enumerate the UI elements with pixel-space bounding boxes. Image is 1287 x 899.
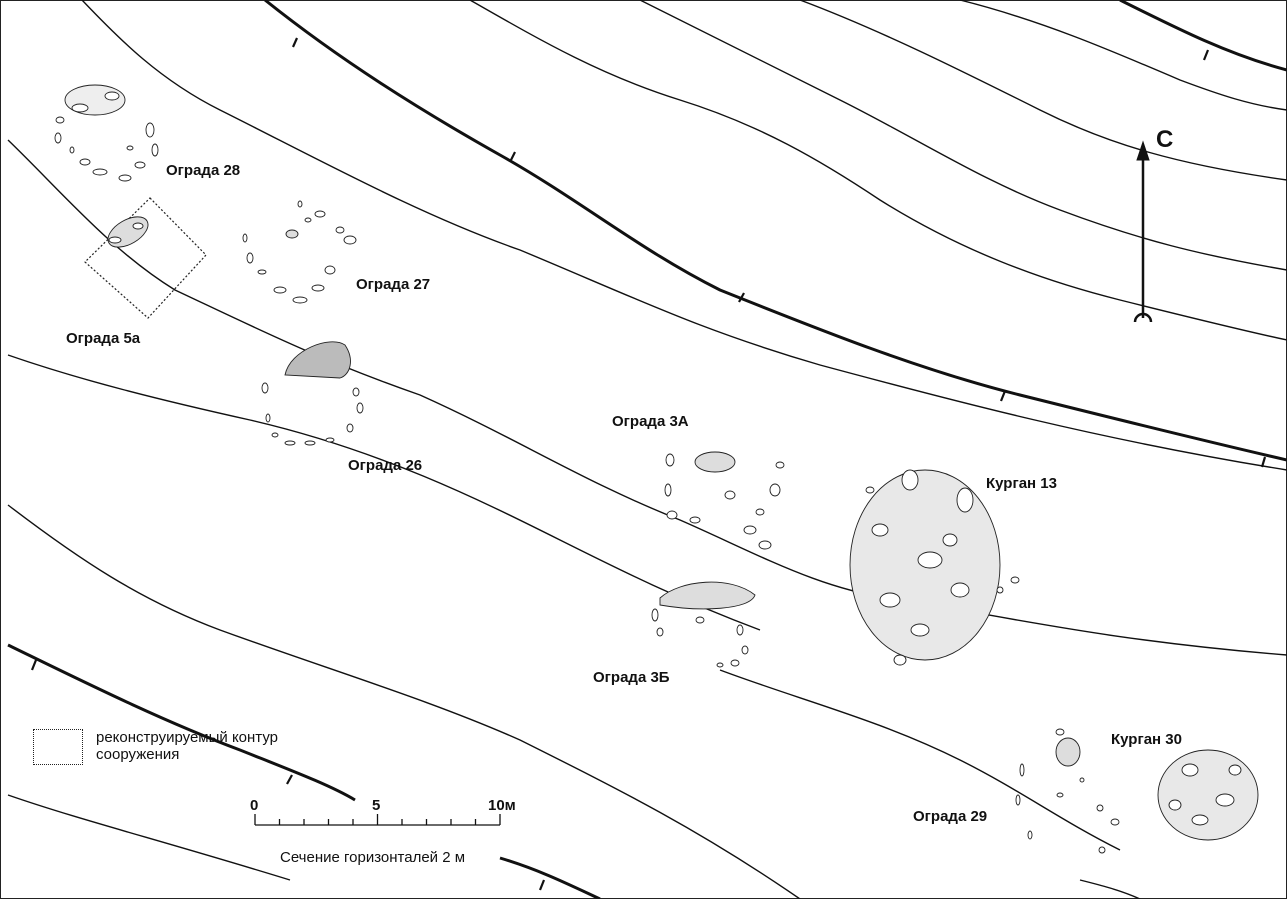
scale-tick-0: 0 — [250, 797, 259, 814]
feature-label-kurgan-30: Курган 30 — [1111, 731, 1182, 748]
ograda-29-stones — [1015, 728, 1120, 854]
kurgan-30-stones — [1157, 749, 1259, 841]
legend-text-line1: реконструируемый контур — [96, 729, 279, 746]
ograda-27-stones — [242, 200, 357, 304]
ograda-3b-stones — [651, 581, 756, 668]
feature-label-kurgan-13: Курган 13 — [986, 475, 1057, 492]
feature-label-ograda-3b: Ограда 3Б — [593, 669, 670, 686]
legend-swatch-reconstructed — [33, 729, 83, 765]
kurgan-13-stones — [849, 469, 1020, 666]
reconstructed-outline-5a — [84, 197, 207, 319]
feature-label-ograda-28: Ограда 28 — [166, 162, 241, 179]
index-contours — [7, 0, 1287, 899]
feature-label-ograda-26: Ограда 26 — [348, 457, 423, 474]
north-arrow — [1133, 140, 1153, 323]
feature-label-ograda-29: Ограда 29 — [913, 808, 988, 825]
contour-interval-note: Сечение горизонталей 2 м — [280, 849, 466, 866]
north-label: С — [1156, 126, 1174, 153]
ograda-28-stones — [54, 84, 159, 182]
ograda-5a-stones — [107, 216, 149, 248]
feature-label-ograda-27: Ограда 27 — [356, 276, 431, 293]
stone-clusters — [54, 84, 1259, 854]
scale-tick-5: 5 — [372, 797, 381, 814]
feature-label-ograda-3a: Ограда 3А — [612, 413, 689, 430]
legend-text-line2: сооружения — [96, 746, 180, 763]
contour-lines — [7, 0, 1287, 899]
feature-label-ograda-5a: Ограда 5а — [66, 330, 141, 347]
ograda-26-stones — [261, 341, 364, 446]
scale-bar — [254, 814, 501, 826]
scale-tick-10: 10м — [488, 797, 516, 814]
ograda-3a-stones — [664, 451, 785, 550]
